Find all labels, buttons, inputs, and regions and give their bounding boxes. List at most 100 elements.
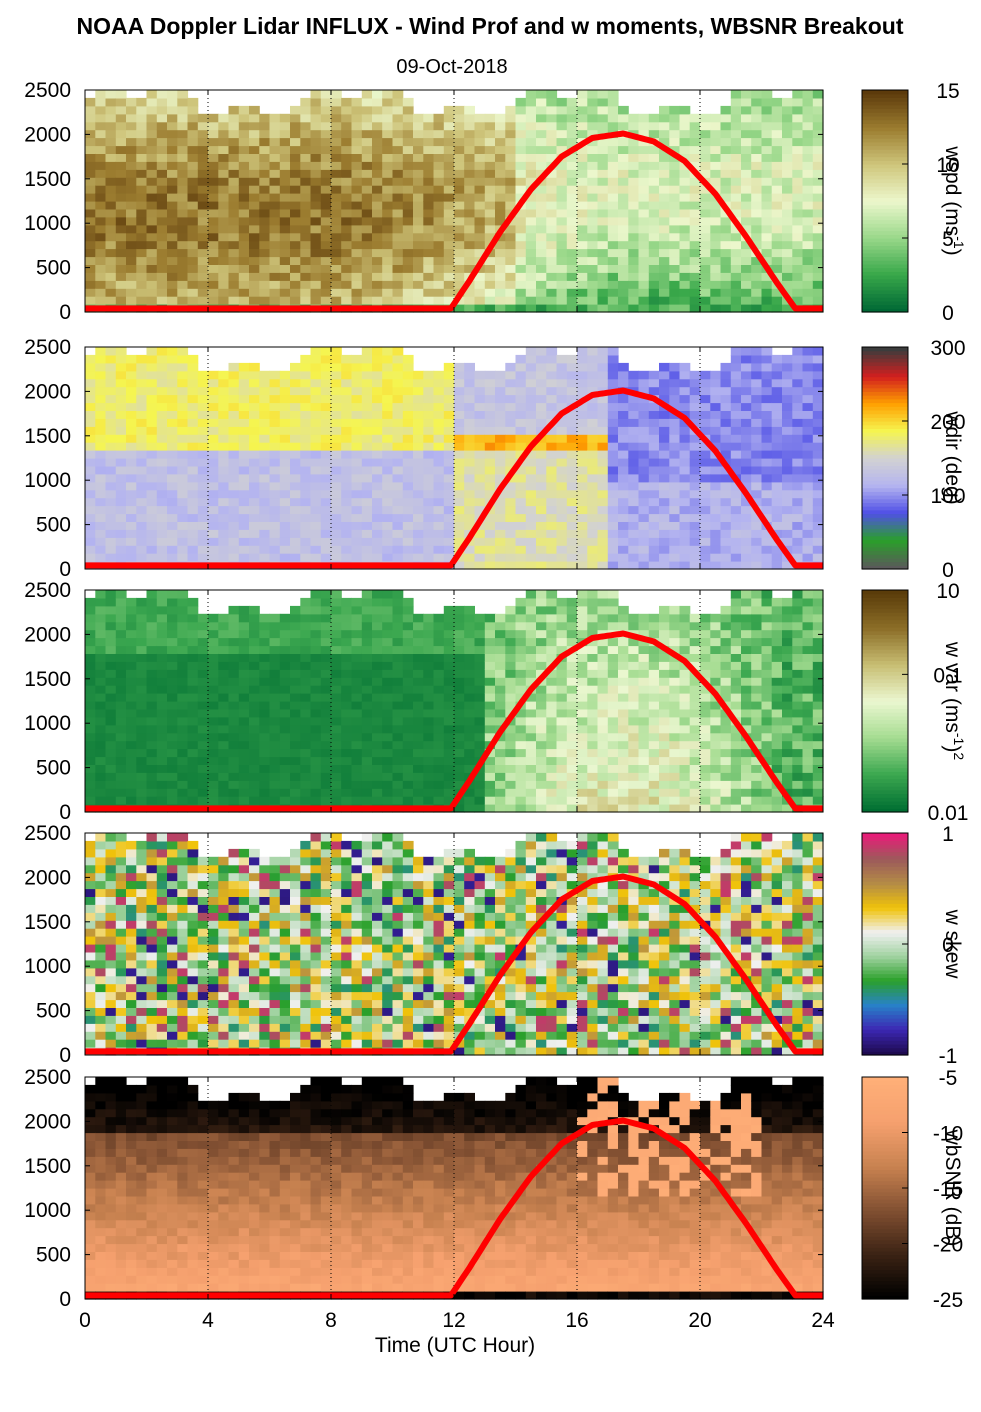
heatmap-cell (484, 410, 496, 419)
heatmap-cell (792, 553, 804, 562)
heatmap-cell (392, 661, 404, 670)
heatmap-cell (85, 193, 96, 202)
heatmap-cell (433, 296, 445, 305)
heatmap-cell (423, 185, 435, 194)
heatmap-cell (392, 90, 404, 99)
heatmap-cell (187, 296, 199, 305)
heatmap-cell (197, 796, 209, 805)
heatmap-cell (310, 537, 322, 546)
heatmap-cell (167, 193, 178, 202)
heatmap-cell (238, 216, 250, 226)
heatmap-cell (300, 489, 312, 499)
heatmap-cell (187, 272, 199, 281)
heatmap-cell (228, 724, 240, 734)
heatmap-cell (146, 772, 158, 781)
heatmap-cell (433, 497, 445, 507)
heatmap-cell (197, 264, 209, 273)
heatmap-cell (761, 545, 773, 554)
heatmap-cell (115, 288, 127, 297)
heatmap-cell (351, 788, 363, 797)
heatmap-cell (638, 304, 650, 313)
heatmap-cell (812, 272, 824, 281)
heatmap-cell (269, 481, 281, 491)
heatmap-cell (689, 561, 701, 570)
heatmap-cell (238, 208, 250, 218)
heatmap-cell (577, 418, 588, 427)
heatmap-cell (454, 201, 465, 210)
heatmap-cell (279, 193, 291, 202)
heatmap-cell (197, 153, 209, 162)
heatmap-cell (812, 505, 824, 515)
heatmap-cell (228, 161, 240, 170)
heatmap-cell (638, 256, 650, 265)
heatmap-cell (269, 772, 281, 781)
heatmap-cell (290, 450, 301, 459)
heatmap-cell (679, 256, 691, 265)
heatmap-cell (269, 645, 281, 654)
heatmap-cell (156, 208, 168, 218)
heatmap-cell (710, 224, 722, 234)
heatmap-cell (259, 521, 271, 530)
heatmap-cell (136, 264, 148, 273)
heatmap-cell (587, 248, 599, 258)
heatmap-cell (126, 716, 137, 726)
heatmap-cell (279, 545, 291, 554)
heatmap-cell (269, 613, 281, 623)
heatmap-cell (402, 597, 414, 607)
heatmap-cell (361, 629, 373, 639)
heatmap-cell (402, 529, 414, 538)
heatmap-cell (105, 442, 117, 451)
heatmap-cell (587, 497, 599, 507)
heatmap-cell (197, 708, 209, 718)
heatmap-cell (177, 732, 189, 742)
heatmap-cell (741, 370, 752, 380)
heatmap-cell (618, 256, 629, 265)
heatmap-cell (792, 378, 804, 388)
heatmap-cell (269, 161, 281, 170)
heatmap-cell (484, 402, 496, 411)
heatmap-cell (464, 458, 475, 467)
heatmap-cell (300, 732, 312, 742)
heatmap-cell (300, 693, 312, 702)
heatmap-cell (402, 637, 414, 647)
heatmap-cell (587, 153, 599, 162)
heatmap-cell (361, 193, 373, 202)
heatmap-cell (464, 240, 475, 250)
heatmap-cell (167, 756, 178, 765)
heatmap-cell (105, 740, 117, 750)
heatmap-cell (341, 97, 352, 107)
heatmap-cell (679, 362, 691, 372)
heatmap-cell (782, 537, 793, 546)
heatmap-cell (525, 378, 537, 388)
heatmap-cell (331, 90, 342, 99)
heatmap-cell (454, 450, 465, 459)
heatmap-cell (269, 370, 281, 380)
heatmap-cell (351, 280, 363, 289)
heatmap-cell (741, 465, 752, 475)
heatmap-cell (546, 434, 558, 443)
heatmap-cell (95, 201, 107, 210)
heatmap-cell (689, 465, 701, 475)
heatmap-cell (730, 529, 742, 538)
heatmap-cell (587, 370, 599, 380)
colorbar-swatch (862, 223, 908, 228)
heatmap-cell (259, 288, 271, 297)
heatmap-cell (361, 756, 373, 765)
heatmap-cell (351, 481, 363, 491)
heatmap-cell (249, 756, 260, 765)
heatmap-cell (761, 497, 773, 507)
heatmap-cell (300, 669, 312, 678)
heatmap-cell (95, 105, 107, 115)
heatmap-cell (269, 224, 281, 234)
heatmap-cell (228, 553, 240, 562)
heatmap-cell (341, 386, 352, 396)
heatmap-cell (597, 105, 609, 115)
heatmap-cell (413, 621, 424, 631)
heatmap-cell (741, 497, 752, 507)
heatmap-cell (95, 537, 107, 546)
heatmap-cell (720, 145, 732, 154)
heatmap-cell (546, 185, 558, 194)
heatmap-cell (320, 177, 332, 186)
heatmap-cell (310, 529, 322, 538)
heatmap-cell (669, 129, 681, 139)
